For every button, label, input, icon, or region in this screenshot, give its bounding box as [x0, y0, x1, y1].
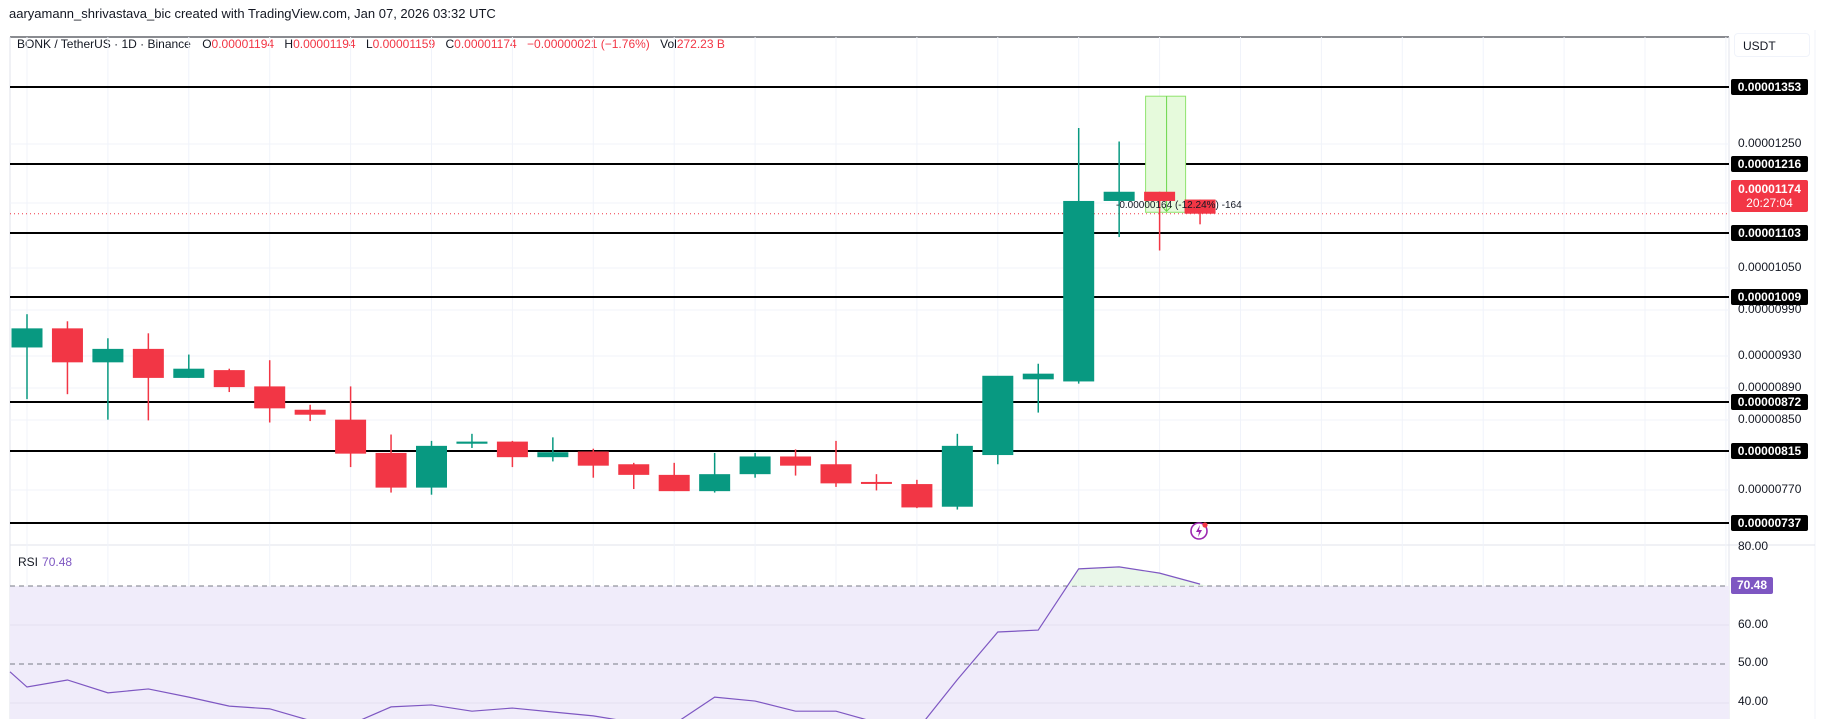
- candle-body: [699, 474, 731, 492]
- candle-body: [1184, 199, 1216, 214]
- price-tick: 0.00000770: [1738, 482, 1802, 496]
- volume-label: Vol: [660, 37, 677, 51]
- candle-body: [618, 464, 650, 475]
- volume-value: 272.23 B: [676, 37, 725, 51]
- rsi-label: RSI: [18, 555, 39, 569]
- rsi-tick: 80.00: [1738, 539, 1769, 553]
- open-value: 0.00001194: [211, 37, 275, 51]
- chart-credit: aaryamann_shrivastava_bic created with T…: [9, 6, 496, 21]
- currency-button[interactable]: USDT: [1734, 33, 1810, 57]
- candle-body: [335, 419, 367, 454]
- rsi-overbought-fill: [1066, 566, 1209, 586]
- candle-body: [739, 456, 771, 475]
- candle-body: [254, 386, 286, 409]
- open-label: O: [202, 37, 212, 51]
- lightning-icon[interactable]: [1189, 521, 1209, 541]
- low-value: 0.00001159: [372, 37, 436, 51]
- measure-annotation: -0.00000164 (-12.24%) -164: [1116, 200, 1242, 211]
- candle-body: [860, 481, 892, 484]
- level-price-label: 0.00001009: [1731, 289, 1808, 305]
- candle-body: [820, 464, 852, 484]
- rsi-tick: 60.00: [1738, 617, 1769, 631]
- price-tick: 0.00001250: [1738, 136, 1802, 150]
- bar-countdown: 20:27:04: [1746, 196, 1793, 210]
- rsi-value: 70.48: [42, 555, 73, 569]
- candle-body: [375, 452, 407, 488]
- price-tick: 0.00000890: [1738, 380, 1802, 394]
- close-label: C: [445, 37, 455, 51]
- candle-body: [577, 451, 609, 466]
- level-price-label: 0.00000815: [1731, 443, 1808, 459]
- level-price-label: 0.00000872: [1731, 394, 1808, 410]
- candle-body: [1103, 191, 1135, 201]
- candle-body: [496, 441, 528, 458]
- candle-body: [294, 409, 326, 415]
- high-value: 0.00001194: [293, 37, 356, 51]
- measure-arrowhead: [1161, 205, 1172, 212]
- candle-body: [132, 348, 164, 378]
- candle-body: [537, 452, 569, 458]
- price-tick: 0.00001050: [1738, 260, 1802, 274]
- rsi-legend[interactable]: RSI 70.48: [18, 555, 72, 569]
- close-value: 0.00001174: [454, 37, 517, 51]
- candle-body: [1063, 200, 1095, 382]
- candle-body: [901, 484, 933, 508]
- high-label: H: [284, 37, 294, 51]
- rsi-current-tag: 70.48: [1731, 577, 1773, 594]
- candle-body: [780, 456, 812, 466]
- last-price-label: 0.00001174 20:27:04: [1731, 180, 1808, 212]
- level-price-label: 0.00000737: [1731, 515, 1808, 531]
- candle-body: [1144, 191, 1176, 201]
- level-price-label: 0.00001103: [1731, 225, 1808, 241]
- candle-body: [173, 368, 205, 378]
- price-tick: 0.00000930: [1738, 348, 1802, 362]
- rsi-band: [10, 586, 1729, 719]
- rsi-line: [9, 566, 1201, 719]
- rsi-tick: 40.00: [1738, 694, 1769, 708]
- candle-body: [416, 445, 447, 488]
- price-tick: 0.00000850: [1738, 412, 1802, 426]
- level-price-label: 0.00001353: [1731, 79, 1808, 95]
- level-price-label: 0.00001216: [1731, 156, 1808, 172]
- candle-body: [456, 441, 488, 444]
- symbol-title[interactable]: BONK / TetherUS · 1D · Binance: [17, 37, 191, 51]
- rsi-tick: 50.00: [1738, 655, 1769, 669]
- candle-body: [213, 370, 245, 388]
- candle-body: [51, 328, 83, 363]
- candle-body: [982, 375, 1014, 456]
- symbol-legend: BONK / TetherUS · 1D · Binance O0.000011…: [17, 37, 732, 51]
- candle-body: [658, 474, 690, 492]
- candle-body: [92, 348, 124, 363]
- low-label: L: [365, 37, 373, 51]
- candle-body: [941, 445, 973, 507]
- change-value: −0.00000021 (−1.76%): [527, 37, 650, 51]
- price-tick: 0.00000990: [1738, 302, 1802, 316]
- last-price-value: 0.00001174: [1738, 182, 1801, 196]
- candle-body: [11, 328, 43, 348]
- candle-body: [1022, 373, 1054, 380]
